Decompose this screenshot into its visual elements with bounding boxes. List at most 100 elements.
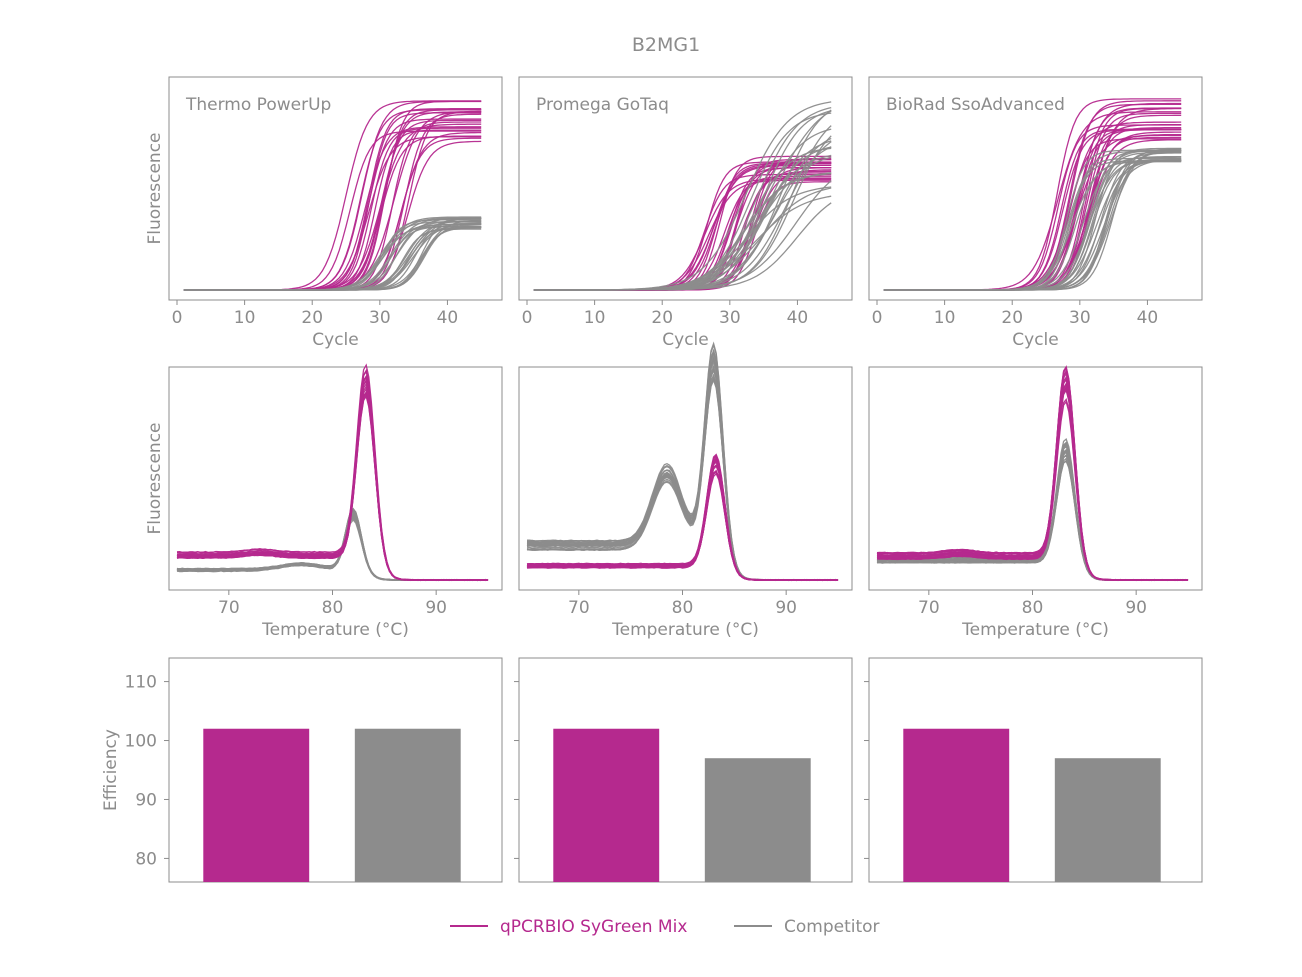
bar-sygreen bbox=[203, 728, 310, 882]
x-axis-label: Temperature (°C) bbox=[961, 620, 1109, 640]
x-axis-label: Cycle bbox=[1012, 330, 1058, 350]
panel-melt-2: 70 80 90 Temperature (°C) bbox=[518, 341, 853, 640]
series-line-sygreen bbox=[883, 103, 1182, 291]
x-tick-label: 70 bbox=[918, 598, 940, 618]
series-line-sygreen bbox=[176, 375, 489, 582]
plot-frame bbox=[518, 366, 853, 591]
x-axis-label: Temperature (°C) bbox=[611, 620, 759, 640]
series-line-sygreen bbox=[533, 162, 832, 291]
x-axis-label: Temperature (°C) bbox=[261, 620, 409, 640]
x-tick-label: 20 bbox=[301, 308, 323, 328]
panel-melt-1: 70 80 90 Temperature (°C) Fluorescence bbox=[145, 363, 503, 640]
series-line-sygreen bbox=[183, 111, 482, 291]
plot-frame bbox=[868, 76, 1203, 301]
series-line-competitor bbox=[533, 101, 832, 291]
series-line-sygreen bbox=[876, 383, 1189, 582]
y-tick-label: 90 bbox=[135, 790, 157, 810]
x-tick-label: 0 bbox=[172, 308, 183, 328]
panel-amplification-1: 0 10 20 30 40 Cycle Fluorescence Thermo PowerUp bbox=[145, 76, 503, 350]
panel-melt-3: 70 80 90 Temperature (°C) bbox=[868, 365, 1203, 640]
y-axis-label: Fluorescence bbox=[145, 423, 165, 535]
y-axis-label: Fluorescence bbox=[145, 133, 165, 245]
legend-label-sygreen: qPCRBIO SyGreen Mix bbox=[500, 917, 687, 937]
series-line-sygreen bbox=[876, 385, 1189, 582]
series-lines bbox=[883, 98, 1182, 291]
x-tick-label: 30 bbox=[1069, 308, 1091, 328]
x-axis-label: Cycle bbox=[662, 330, 708, 350]
series-line-sygreen bbox=[176, 379, 489, 582]
x-tick-label: 40 bbox=[1137, 308, 1159, 328]
x-tick-label: 10 bbox=[234, 308, 256, 328]
series-line-competitor bbox=[533, 147, 832, 291]
x-tick-label: 30 bbox=[719, 308, 741, 328]
panel-efficiency-3 bbox=[864, 657, 1203, 883]
x-tick-label: 40 bbox=[437, 308, 459, 328]
series-line-sygreen bbox=[183, 113, 482, 291]
series-line-sygreen bbox=[177, 369, 489, 582]
series-line-competitor bbox=[883, 150, 1182, 291]
plot-frame bbox=[168, 366, 503, 591]
series-line-sygreen bbox=[876, 382, 1189, 582]
series-line-competitor bbox=[533, 180, 832, 291]
x-tick-label: 80 bbox=[1022, 598, 1044, 618]
bar-sygreen bbox=[553, 728, 660, 882]
series-line-competitor bbox=[533, 109, 832, 291]
series-line-sygreen bbox=[883, 114, 1182, 291]
series-line-sygreen bbox=[883, 131, 1182, 291]
panels: 0 10 20 30 40 Cycle Fluorescence Thermo PowerUp… bbox=[101, 76, 1203, 883]
series-line-competitor bbox=[183, 217, 482, 291]
series-line-sygreen bbox=[183, 112, 482, 291]
panel-efficiency-2 bbox=[514, 657, 853, 883]
series-line-sygreen bbox=[883, 121, 1182, 291]
series-line-sygreen bbox=[526, 459, 839, 581]
x-tick-label: 70 bbox=[568, 598, 590, 618]
plot-frame bbox=[168, 657, 503, 883]
y-tick-label: 80 bbox=[135, 849, 157, 869]
series-line-sygreen bbox=[176, 382, 489, 582]
series-line-sygreen bbox=[183, 100, 482, 291]
x-tick-label: 80 bbox=[672, 598, 694, 618]
x-tick-label: 20 bbox=[1001, 308, 1023, 328]
panel-amplification-2: 0 10 20 30 40 Cycle Promega GoTaq bbox=[518, 76, 853, 350]
series-line-sygreen bbox=[526, 460, 839, 582]
bar-competitor bbox=[354, 728, 461, 882]
series-line-sygreen bbox=[183, 108, 482, 291]
panel-amplification-3: 0 10 20 30 40 Cycle BioRad SsoAdvanced bbox=[868, 76, 1203, 350]
series-line-sygreen bbox=[883, 107, 1182, 291]
series-line-sygreen bbox=[533, 173, 832, 291]
series-lines bbox=[526, 341, 839, 582]
series-line-sygreen bbox=[876, 377, 1189, 582]
x-tick-label: 40 bbox=[787, 308, 809, 328]
series-lines bbox=[876, 365, 1189, 582]
series-line-competitor bbox=[533, 125, 832, 291]
series-line-sygreen bbox=[533, 178, 832, 291]
series-lines bbox=[533, 101, 832, 291]
series-line-sygreen bbox=[883, 102, 1182, 291]
plot-frame bbox=[868, 657, 1203, 883]
x-tick-label: 90 bbox=[775, 598, 797, 618]
legend: qPCRBIO SyGreen Mix Competitor bbox=[450, 917, 880, 937]
series-line-sygreen bbox=[176, 375, 489, 581]
series-line-sygreen bbox=[876, 382, 1189, 582]
series-line-sygreen bbox=[176, 369, 489, 582]
series-line-sygreen bbox=[183, 121, 482, 291]
series-line-sygreen bbox=[876, 369, 1189, 582]
panel-title: BioRad SsoAdvanced bbox=[886, 95, 1065, 115]
bar-competitor bbox=[704, 758, 811, 882]
x-tick-label: 10 bbox=[934, 308, 956, 328]
series-line-sygreen bbox=[877, 382, 1189, 582]
series-line-sygreen bbox=[526, 457, 839, 582]
series-line-sygreen bbox=[183, 130, 482, 291]
series-line-sygreen bbox=[183, 119, 482, 291]
bar-competitor bbox=[1054, 758, 1161, 882]
series-line-sygreen bbox=[176, 374, 489, 582]
series-line-sygreen bbox=[527, 455, 839, 582]
series-line-sygreen bbox=[183, 123, 482, 291]
series-line-sygreen bbox=[533, 162, 832, 291]
x-tick-label: 30 bbox=[369, 308, 391, 328]
x-tick-label: 0 bbox=[872, 308, 883, 328]
series-line-sygreen bbox=[533, 169, 832, 291]
series-line-sygreen bbox=[526, 459, 839, 582]
series-line-sygreen bbox=[526, 459, 839, 582]
plot-frame bbox=[518, 76, 853, 301]
